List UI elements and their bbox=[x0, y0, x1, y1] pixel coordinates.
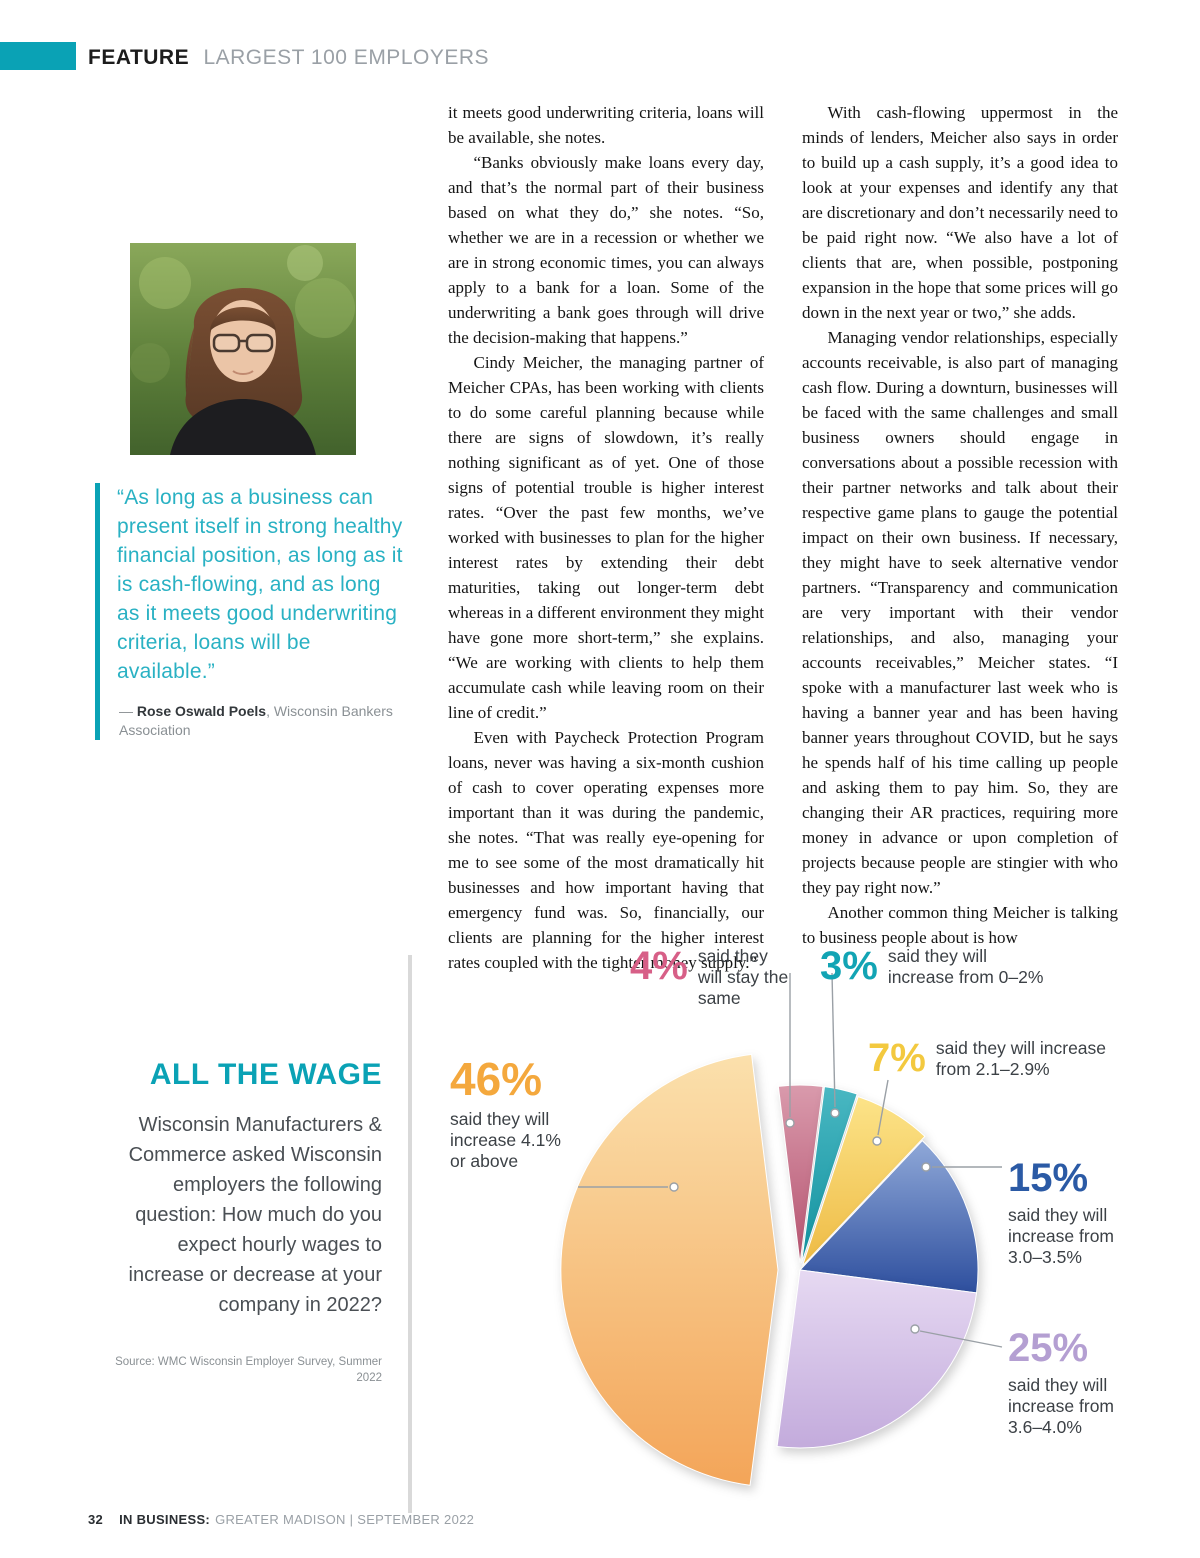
leader-line-25pct bbox=[919, 1330, 1003, 1348]
pie-slice-4% bbox=[777, 1084, 824, 1264]
paragraph: “Banks obviously make loans every day, a… bbox=[448, 153, 764, 347]
pie-slice-7% bbox=[802, 1095, 926, 1267]
pie-label-46pct: 46% said they will increase 4.1% or abov… bbox=[450, 1056, 600, 1172]
page-footer: 32 IN BUSINESS: GREATER MADISON | SEPTEMBE… bbox=[88, 1512, 474, 1527]
pie-chart bbox=[560, 972, 1003, 1486]
pie-label-text-15: said they will increase from 3.0–3.5% bbox=[1008, 1205, 1115, 1267]
chart-title: ALL THE WAGE bbox=[149, 1058, 382, 1091]
pie-slice-46% bbox=[560, 1053, 779, 1486]
pie-pct-15: 15% bbox=[1008, 1156, 1089, 1200]
pull-quote: “As long as a business can present itsel… bbox=[95, 483, 405, 740]
pie-label-7pct: 7% said they will increase from 2.1–2.9% bbox=[868, 1038, 1133, 1080]
attribution-dash: — bbox=[119, 703, 137, 719]
pull-quote-attribution: — Rose Oswald Poels, Wisconsin Bankers A… bbox=[117, 702, 405, 740]
leader-dot-46pct bbox=[669, 1182, 679, 1192]
pie-pct-46: 46% bbox=[450, 1053, 543, 1105]
pie-slice-25% bbox=[776, 1269, 978, 1449]
pie-label-3pct: 3% said they will increase from 0–2% bbox=[820, 946, 1070, 988]
pull-quote-text: “As long as a business can present itsel… bbox=[117, 486, 403, 683]
glasses-icon bbox=[212, 333, 274, 353]
portrait-photo bbox=[130, 243, 356, 455]
page-header: FEATURE LARGEST 100 EMPLOYERS bbox=[88, 46, 489, 70]
leader-line-7pct bbox=[877, 1079, 889, 1136]
leader-dot-15pct bbox=[921, 1162, 931, 1172]
feature-topic: LARGEST 100 EMPLOYERS bbox=[203, 46, 490, 69]
pie-label-text-4: said they will stay the same bbox=[697, 946, 789, 1008]
pie-pct-25: 25% bbox=[1008, 1326, 1089, 1370]
page-number: 32 bbox=[88, 1512, 104, 1527]
pie-pct-3: 3% bbox=[820, 944, 878, 988]
pie-slice-15% bbox=[798, 1139, 979, 1294]
pie-label-text-25: said they will increase from 3.6–4.0% bbox=[1008, 1375, 1115, 1437]
header-accent-bar bbox=[0, 42, 76, 70]
chart-source: Source: WMC Wisconsin Employer Survey, S… bbox=[115, 1356, 382, 1384]
chart-divider-line bbox=[408, 955, 412, 1513]
issue-info: GREATER MADISON | SEPTEMBER 2022 bbox=[215, 1512, 475, 1527]
chart-intro: ALL THE WAGE Wisconsin Manufacturers & C… bbox=[104, 1058, 382, 1386]
paragraph: Another common thing Meicher is talking … bbox=[802, 903, 1118, 947]
pie-label-25pct: 25% said they will increase from 3.6–4.0… bbox=[1008, 1328, 1163, 1438]
pie-pct-7: 7% bbox=[868, 1036, 926, 1080]
article-column-1: it meets good underwriting criteria, loa… bbox=[448, 100, 764, 975]
pie-label-text-3: said they will increase from 0–2% bbox=[887, 946, 1044, 987]
pie-label-4pct: 4% said they will stay the same bbox=[630, 946, 790, 1009]
attribution-org: , Wisconsin Bankers Association bbox=[119, 703, 393, 738]
paragraph: Even with Paycheck Protection Program lo… bbox=[448, 728, 764, 972]
leader-dot-3pct bbox=[830, 1108, 840, 1118]
leader-line-3pct bbox=[831, 972, 836, 1108]
pie-label-text-7: said they will increase from 2.1–2.9% bbox=[935, 1038, 1107, 1079]
attribution-name: Rose Oswald Poels bbox=[136, 703, 267, 719]
leader-lines bbox=[578, 972, 1003, 1348]
feature-label: FEATURE bbox=[88, 46, 190, 69]
dark-top-shape bbox=[170, 399, 316, 455]
paragraph: Cindy Meicher, the managing partner of M… bbox=[448, 353, 764, 722]
pie-label-15pct: 15% said they will increase from 3.0–3.5… bbox=[1008, 1158, 1163, 1268]
paragraph: With cash-flowing uppermost in the minds… bbox=[802, 103, 1118, 322]
publication-name: IN BUSINESS: bbox=[119, 1512, 211, 1527]
article-column-2: With cash-flowing uppermost in the minds… bbox=[802, 100, 1118, 950]
leader-dot-4pct bbox=[785, 1118, 795, 1128]
paragraph: Managing vendor relationships, especiall… bbox=[802, 328, 1118, 897]
pie-label-text-46: said they will increase 4.1% or above bbox=[450, 1109, 561, 1171]
paragraph: it meets good underwriting criteria, loa… bbox=[448, 103, 764, 147]
leader-dot-7pct bbox=[872, 1136, 882, 1146]
leader-dot-25pct bbox=[910, 1324, 920, 1334]
chart-description: Wisconsin Manufacturers & Commerce asked… bbox=[128, 1114, 382, 1316]
pie-pct-4: 4% bbox=[630, 944, 688, 988]
pie-slice-3% bbox=[801, 1086, 858, 1264]
portrait-illustration bbox=[130, 243, 356, 455]
